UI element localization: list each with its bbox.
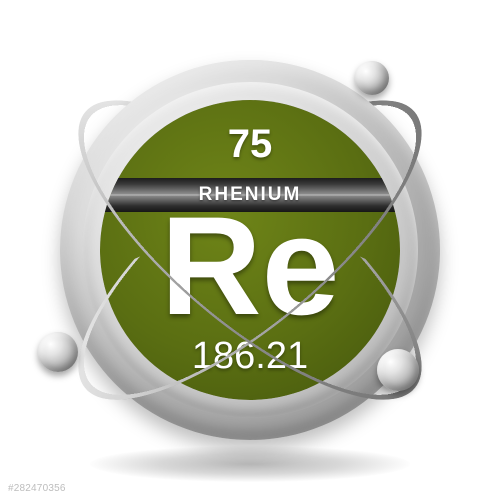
electron-sphere (38, 332, 78, 372)
electron-sphere (355, 61, 389, 95)
electron-sphere (377, 349, 419, 391)
atomic-number: 75 (100, 122, 400, 167)
element-symbol: Re (100, 196, 400, 336)
drop-shadow (90, 446, 410, 482)
element-badge: 75 RHENIUM Re 186.21 #282470356 (0, 0, 500, 500)
atomic-mass: 186.21 (100, 335, 400, 378)
element-disc: 75 RHENIUM Re 186.21 (100, 100, 400, 400)
stock-watermark: #282470356 (8, 483, 66, 494)
